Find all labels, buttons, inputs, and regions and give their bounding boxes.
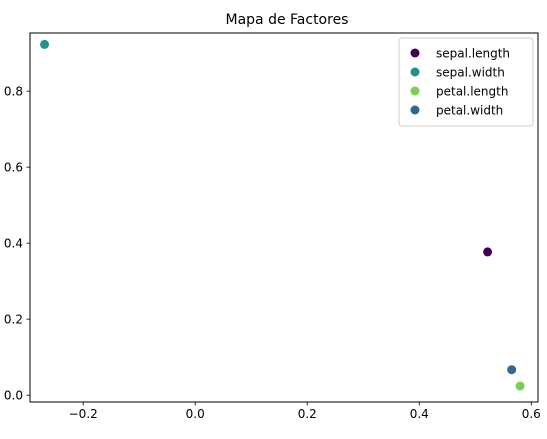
legend-label: sepal.length xyxy=(436,47,510,61)
legend-marker xyxy=(410,105,420,115)
legend-marker xyxy=(410,48,420,58)
legend: sepal.length sepal.width petal.length petal… xyxy=(398,37,534,127)
y-tick-label: 0.2 xyxy=(4,313,23,327)
x-axis-ticks: −0.2 0.0 0.2 0.4 0.6 xyxy=(69,402,541,421)
legend-label: sepal.width xyxy=(436,66,505,80)
x-tick-label: 0.4 xyxy=(410,407,429,421)
y-tick-label: 0.0 xyxy=(4,389,23,403)
point-petal-length xyxy=(515,381,525,391)
legend-label: petal.length xyxy=(436,85,508,99)
y-tick-label: 0.6 xyxy=(4,161,23,175)
legend-box xyxy=(398,37,534,127)
legend-marker xyxy=(410,86,420,96)
point-sepal-length xyxy=(483,247,493,257)
y-axis-ticks: 0.0 0.2 0.4 0.6 0.8 xyxy=(4,85,30,403)
legend-marker xyxy=(410,67,420,77)
x-tick-label: 0.6 xyxy=(522,407,541,421)
y-tick-label: 0.8 xyxy=(4,85,23,99)
x-tick-label: −0.2 xyxy=(69,407,98,421)
x-tick-label: 0.2 xyxy=(298,407,317,421)
point-petal-width xyxy=(507,365,517,375)
x-tick-label: 0.0 xyxy=(186,407,205,421)
y-tick-label: 0.4 xyxy=(4,237,23,251)
data-points xyxy=(40,39,525,391)
point-sepal-width xyxy=(40,39,50,49)
chart-title: Mapa de Factores xyxy=(226,12,349,28)
plot-frame xyxy=(29,32,539,403)
legend-label: petal.width xyxy=(436,104,503,118)
